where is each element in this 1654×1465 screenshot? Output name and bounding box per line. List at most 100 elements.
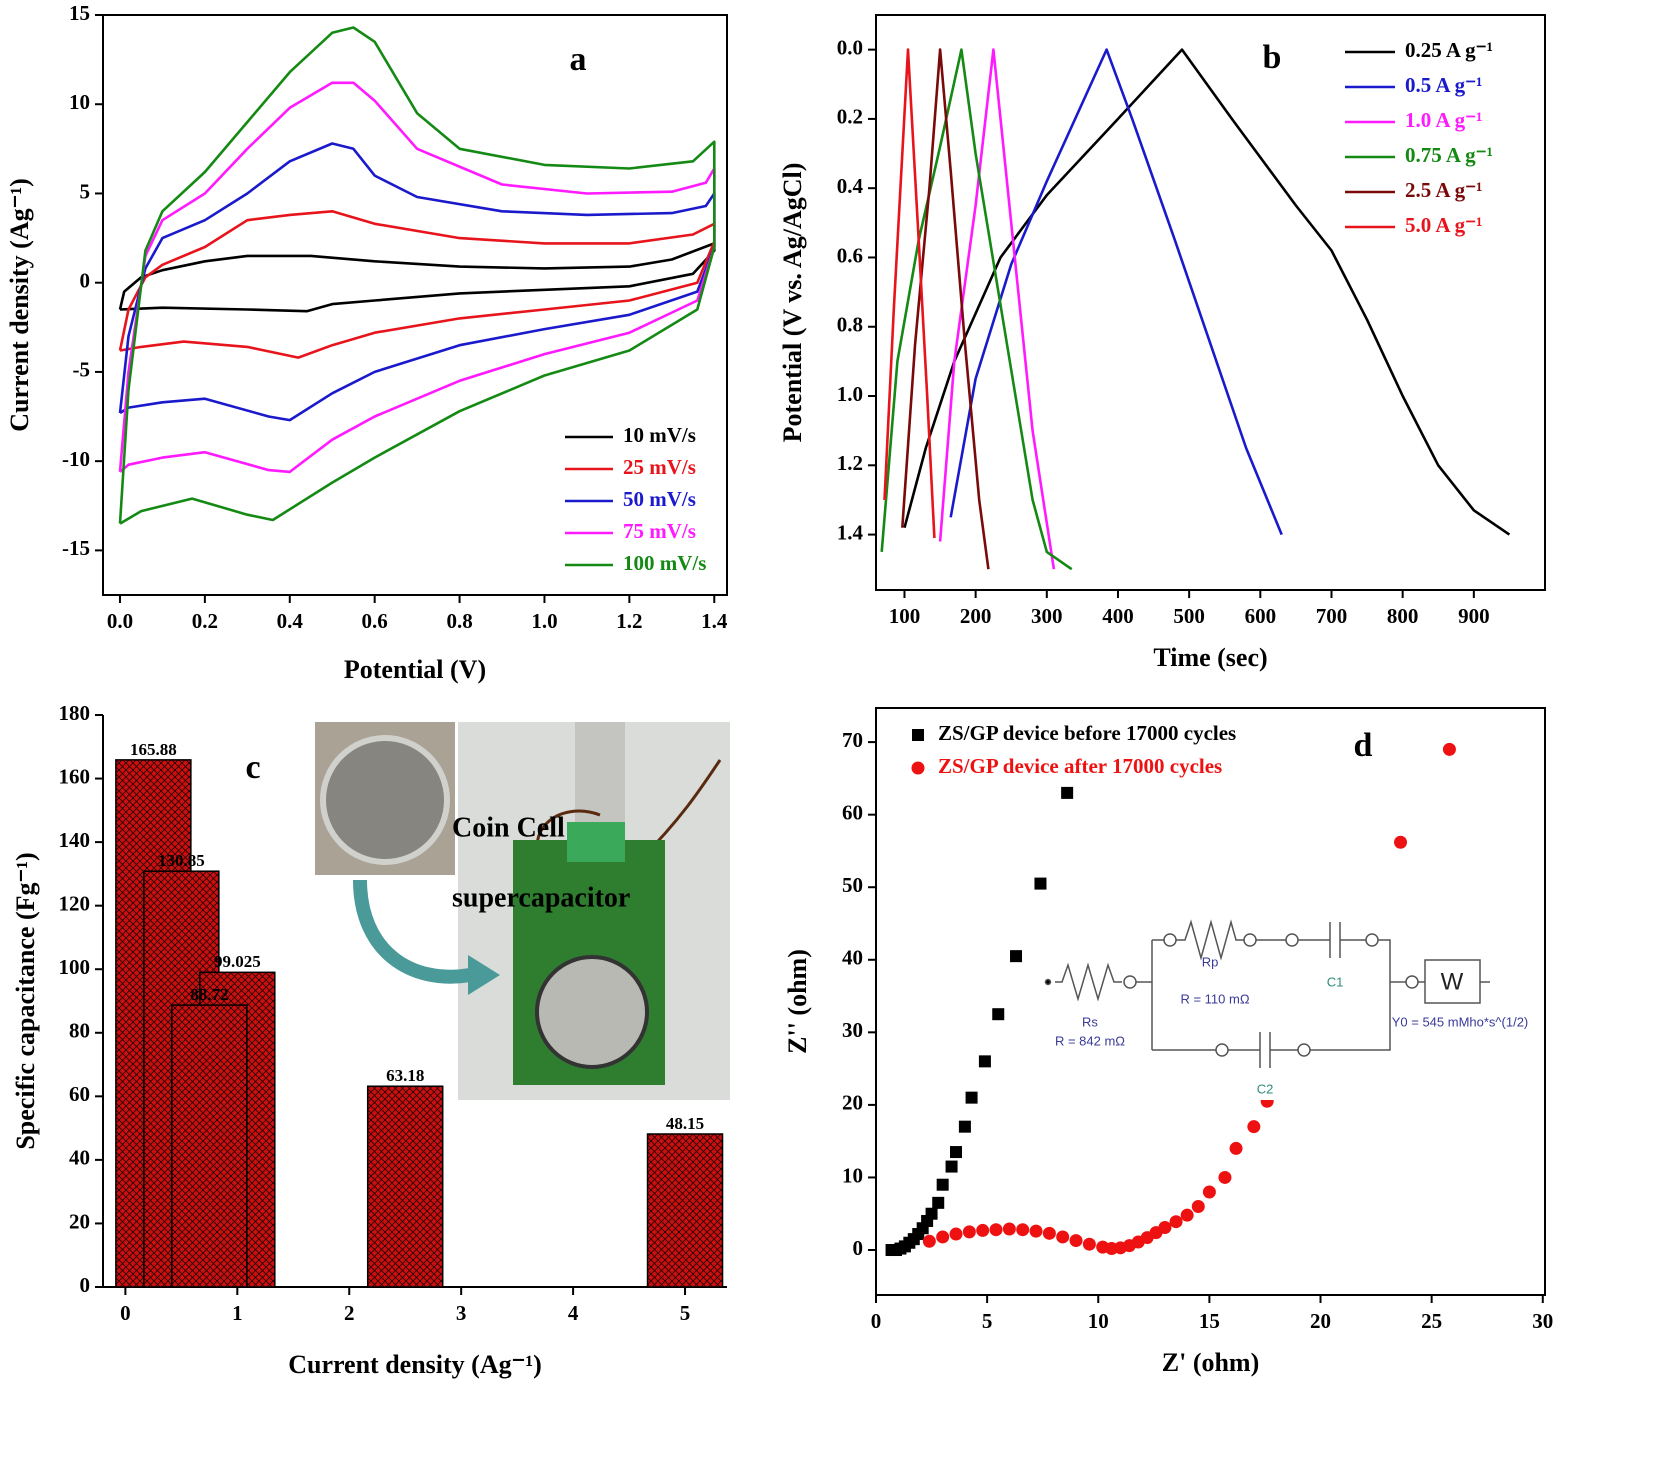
- arrow: [353, 879, 472, 984]
- battery: [535, 955, 649, 1069]
- marker: [1056, 1230, 1070, 1244]
- y-tick-label: 20: [842, 1091, 863, 1115]
- y-axis-title: Current density (Ag⁻¹): [5, 178, 34, 432]
- series-line: [949, 48, 1283, 536]
- marker: [1394, 835, 1408, 849]
- legend-label: 1.0 A g⁻¹: [1405, 108, 1482, 132]
- node: [1405, 975, 1419, 989]
- arrow-head: [468, 955, 500, 995]
- coin: [320, 735, 450, 865]
- node: [1215, 1043, 1229, 1057]
- y-tick-label: 30: [842, 1018, 863, 1042]
- x-tick-label: 0.0: [107, 609, 133, 633]
- legend-label: 2.5 A g⁻¹: [1405, 178, 1482, 202]
- y-tick-label: 0.2: [837, 105, 863, 129]
- marker: [922, 1234, 936, 1248]
- y-axis-title: Specific capacitance (Fg⁻¹): [11, 852, 40, 1149]
- x-tick-label: 20: [1310, 1309, 1331, 1333]
- legend-swatch: [912, 729, 924, 741]
- capacitor-c2: [1152, 1032, 1298, 1068]
- marker: [958, 1120, 971, 1133]
- x-tick-label: 1: [232, 1301, 243, 1325]
- x-tick-label: 10: [1088, 1309, 1109, 1333]
- y-tick-label: 0.0: [837, 35, 863, 59]
- marker: [1069, 1234, 1083, 1248]
- marker: [1016, 1223, 1030, 1237]
- value-label: 165.88: [130, 740, 177, 759]
- x-tick-label: 0.8: [446, 609, 472, 633]
- bar: [366, 1085, 444, 1288]
- marker: [1229, 1141, 1243, 1155]
- x-tick-label: 0: [871, 1309, 882, 1333]
- y-tick-label: 70: [842, 728, 863, 752]
- node: [1044, 978, 1052, 986]
- x-tick-label: 2: [344, 1301, 355, 1325]
- x-tick-label: 5: [680, 1301, 691, 1325]
- legend-label: 0.75 A g⁻¹: [1405, 143, 1493, 167]
- y-tick-label: 60: [842, 800, 863, 824]
- coin-cell-photo: Coin Cell supercapacitor: [315, 722, 730, 1100]
- y-tick-label: 50: [842, 873, 863, 897]
- circuit-label: Y0 = 545 mMho*s^(1/2): [1392, 1014, 1529, 1029]
- y-axis-title: Potential (V vs. Ag/AgCl): [778, 163, 807, 443]
- node: [1163, 933, 1177, 947]
- y-tick-label: 15: [69, 1, 90, 25]
- series-line: [118, 142, 716, 422]
- x-axis-title: Z' (ohm): [1162, 1348, 1260, 1377]
- x-tick-label: 400: [1102, 604, 1134, 628]
- value-label: 63.18: [386, 1066, 424, 1085]
- y-tick-label: -15: [62, 536, 90, 560]
- marker: [949, 1227, 963, 1241]
- y-tick-label: 0: [80, 1273, 91, 1297]
- x-tick-label: 1.0: [531, 609, 557, 633]
- y-tick-label: 1.2: [837, 451, 863, 475]
- y-tick-label: 0.6: [837, 243, 863, 267]
- terminal: [567, 822, 625, 862]
- legend-label: 0.25 A g⁻¹: [1405, 38, 1493, 62]
- equivalent-circuit: W Rs R = 842 mΩ Rp R = 110 mΩ C1 C2 Y0 =…: [1040, 910, 1528, 1100]
- series-line: [938, 48, 1056, 570]
- y-tick-label: 140: [59, 828, 91, 852]
- x-tick-label: 200: [960, 604, 992, 628]
- node: [1285, 933, 1299, 947]
- marker: [1029, 1224, 1043, 1238]
- value-label: 88.72: [190, 985, 228, 1004]
- marker: [1218, 1170, 1232, 1184]
- x-tick-label: 0.4: [277, 609, 304, 633]
- circuit-label: R = 110 mΩ: [1180, 991, 1249, 1006]
- wire: [1310, 939, 1391, 1051]
- marker: [932, 1196, 945, 1209]
- resistor-rp: [1176, 919, 1244, 961]
- marker: [1061, 786, 1074, 799]
- series-line: [901, 48, 990, 570]
- y-tick-label: 1.0: [837, 382, 863, 406]
- y-tick-label: -5: [73, 358, 91, 382]
- value-label: 99.025: [214, 952, 261, 971]
- inset-text: Coin Cell: [452, 812, 565, 843]
- y-tick-label: 100: [59, 955, 91, 979]
- resistor-rs: [1055, 962, 1122, 1002]
- y-tick-label: 40: [69, 1146, 90, 1170]
- x-tick-label: 600: [1245, 604, 1277, 628]
- x-tick-label: 1.2: [616, 609, 642, 633]
- value-label: 48.15: [666, 1114, 704, 1133]
- marker: [1247, 1120, 1261, 1134]
- marker: [962, 1225, 976, 1239]
- legend-label: 0.5 A g⁻¹: [1405, 73, 1482, 97]
- x-axis-title: Current density (Ag⁻¹): [288, 1350, 542, 1379]
- bar: [646, 1133, 724, 1288]
- x-tick-label: 5: [982, 1309, 993, 1333]
- y-tick-label: -10: [62, 447, 90, 471]
- circuit-label: R = 842 mΩ: [1055, 1033, 1125, 1048]
- panel-label: b: [1263, 39, 1282, 76]
- marker: [992, 1008, 1005, 1021]
- x-tick-label: 30: [1532, 1309, 1553, 1333]
- y-tick-label: 180: [59, 701, 91, 725]
- marker: [925, 1207, 938, 1220]
- panel-label: a: [570, 41, 587, 78]
- y-tick-label: 0.4: [837, 174, 864, 198]
- y-tick-label: 0: [80, 269, 91, 293]
- x-axis-title: Potential (V): [344, 655, 486, 684]
- marker: [936, 1230, 950, 1244]
- series-line: [118, 26, 716, 525]
